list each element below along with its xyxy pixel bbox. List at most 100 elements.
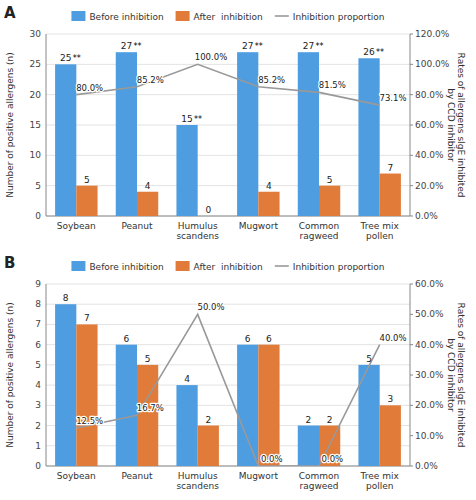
y-tick-label: 2 [35, 421, 41, 431]
legend-swatch [71, 261, 85, 271]
grid-line [46, 344, 410, 345]
line-value-label: 40.0% [380, 333, 407, 343]
bar-value-label: 27 [303, 41, 314, 51]
y-axis-line [46, 34, 47, 216]
y-axis-line [46, 284, 47, 466]
bar [380, 405, 401, 466]
x-tick-label-line: Peanut [121, 221, 153, 231]
bar [137, 365, 158, 466]
x-tick-label: Tree mixpollen [360, 471, 400, 491]
bar-value-label: 27 [121, 41, 132, 51]
bar-value-label: 7 [387, 163, 393, 173]
y-tick-label: 30 [30, 29, 42, 39]
bar-value-label: 5 [84, 175, 90, 185]
bar-value-label: 0 [205, 205, 211, 215]
bar [76, 324, 97, 466]
x-tick-label-line: scandens [176, 231, 219, 241]
significance-marker: ** [194, 115, 202, 124]
y2-tick-label: 80.0% [415, 90, 444, 100]
plot-marks [55, 52, 401, 216]
significance-marker: ** [133, 42, 141, 51]
bar-value-label: 5 [327, 175, 333, 185]
bar-value-label: 15 [181, 114, 192, 124]
y-tick-label: 7 [35, 319, 41, 329]
y2-tick-label: 0.0% [415, 211, 438, 221]
line-value-label: 0.0% [322, 454, 344, 464]
line-value-label: 85.2% [258, 75, 285, 85]
x-tick-label-line: ragweed [299, 231, 338, 241]
legend-item: Inhibition proportion [275, 12, 385, 22]
y2-tick-label: 100.0% [415, 59, 450, 69]
bar-value-label: 2 [306, 415, 312, 425]
bar-value-label: 5 [366, 354, 372, 364]
legend-label: After inhibition [194, 12, 263, 22]
line-value-label: 12.5% [76, 416, 103, 426]
grid-line [46, 125, 410, 126]
significance-marker: ** [73, 54, 81, 63]
x-tick-label-line: Common [299, 471, 340, 481]
bar-value-label: 4 [145, 181, 151, 191]
y2-axis-label: Rates of allergens sIgE inhibitedby CCD … [446, 53, 466, 198]
x-tick-label-line: Soybean [57, 471, 96, 481]
x-tick-label-line: pollen [366, 231, 393, 241]
y-tick-label: 9 [35, 279, 41, 289]
bar-value-label: 2 [205, 415, 211, 425]
x-axis-line [46, 216, 410, 217]
bar-value-label: 6 [124, 334, 130, 344]
bar [116, 52, 137, 216]
bar [198, 216, 219, 217]
y-tick-label: 3 [35, 400, 41, 410]
line [76, 64, 379, 105]
line-value-label: 85.2% [137, 75, 164, 85]
y2-tick-label: 20.0% [415, 181, 444, 191]
bar [198, 426, 219, 466]
legend-item: Before inhibition [71, 11, 163, 22]
y2-tick-label: 0.0% [415, 461, 438, 471]
x-axis-line [46, 466, 410, 467]
line-value-label: 80.0% [76, 83, 103, 93]
legend-swatch [176, 11, 190, 21]
y-axis-label: Number of positive allergens (n) [5, 52, 15, 198]
x-tick-label-line: scandens [176, 481, 219, 491]
y2-axis-label-line: by CCD inhibitor [446, 88, 456, 162]
legend-swatch [275, 15, 289, 17]
y2-axis-label: Rates of allergens sIgE inhibitedby CCD … [446, 303, 466, 448]
y-tick-label: 0 [35, 461, 41, 471]
line [76, 314, 379, 466]
bar [258, 192, 279, 216]
y2-axis-label-line: by CCD inhibitor [446, 338, 456, 412]
x-tick-label-line: Common [299, 221, 340, 231]
y-axis-label: Number of positive allergens (n) [5, 302, 15, 448]
significance-marker: ** [315, 42, 323, 51]
y2-axis-label-line: Rates of allergens sIgE inhibited [456, 303, 466, 448]
y-tick-label: 5 [35, 181, 41, 191]
legend-label: After inhibition [194, 262, 263, 272]
panel-title: A [4, 4, 16, 22]
line-value-label: 81.5% [319, 80, 346, 90]
y-tick-label: 20 [30, 90, 42, 100]
grid-line [46, 405, 410, 406]
bar [258, 345, 279, 466]
plot-marks [55, 304, 401, 466]
x-tick-label: Mugwort [239, 471, 279, 481]
figure: A0510152025300.0%20.0%40.0%60.0%80.0%100… [0, 0, 476, 500]
grid-line [46, 185, 410, 186]
y2-tick-label: 40.0% [415, 340, 444, 350]
line-value-label: 100.0% [195, 52, 227, 62]
bar [237, 52, 258, 216]
y-tick-label: 0 [35, 211, 41, 221]
legend-swatch [275, 265, 289, 267]
bar-value-label: 3 [387, 394, 393, 404]
grid-line [46, 445, 410, 446]
bar [176, 385, 197, 466]
y2-tick-label: 10.0% [415, 431, 444, 441]
panel: B01234567890.0%10.0%20.0%30.0%40.0%50.0%… [4, 254, 466, 491]
panel-title: B [4, 254, 15, 272]
x-tick-label: Peanut [121, 221, 153, 231]
data-labels: 86462575262312.5%16.7%50.0%0.0%0.0%40.0% [63, 293, 407, 464]
grid-line [46, 216, 410, 217]
y2-tick-label: 40.0% [415, 150, 444, 160]
bar-value-label: 27 [242, 41, 253, 51]
bar-value-label: 2 [327, 415, 333, 425]
x-tick-label: Mugwort [239, 221, 279, 231]
